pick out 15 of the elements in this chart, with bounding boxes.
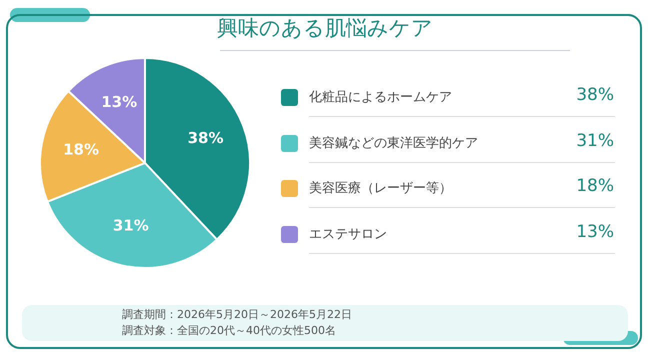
data-label: 31% bbox=[112, 216, 149, 234]
text: 18% bbox=[576, 176, 614, 196]
chart-title: 興味のある肌悩みケア bbox=[216, 15, 434, 42]
legend-label: 美容医療（レーザー等） bbox=[309, 180, 452, 197]
text: 38% bbox=[576, 85, 614, 105]
legend-label: 化粧品によるホームケア bbox=[309, 89, 452, 106]
text: 調査対象：全国の20代～40代の女性500名 bbox=[122, 323, 337, 339]
data-label: 13% bbox=[101, 93, 138, 112]
data-label: 38% bbox=[188, 128, 224, 147]
data-label: 18% bbox=[63, 140, 100, 159]
text: 31% bbox=[576, 130, 614, 150]
legend-label: 美容鍼などの東洋医学的ケア bbox=[309, 134, 478, 152]
text: 13% bbox=[576, 222, 614, 242]
text: 調査期間：2026年5月20日～2026年5月22日 bbox=[122, 307, 352, 323]
legend-label: エステサロン bbox=[309, 226, 387, 242]
